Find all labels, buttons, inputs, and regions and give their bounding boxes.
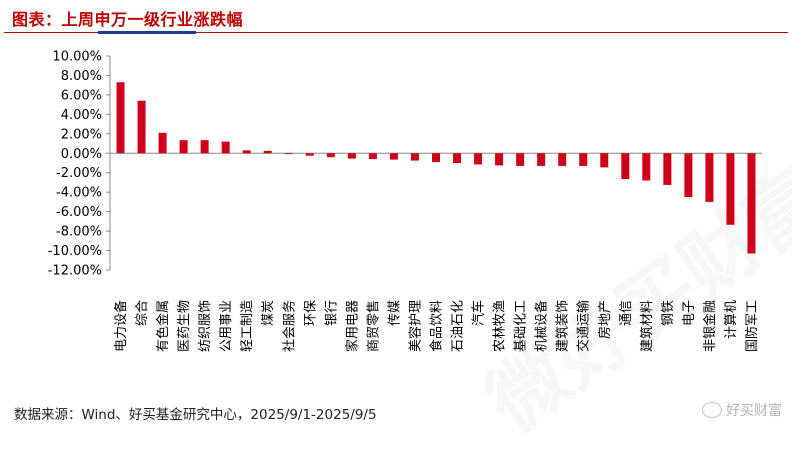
category-label: 社会服务 [281, 300, 297, 352]
category-label: 公用事业 [219, 300, 234, 352]
y-tick-label: -4.00% [56, 186, 102, 201]
bar [726, 153, 735, 225]
y-tick-label: -8.00% [56, 225, 102, 240]
category-label: 银行 [324, 300, 339, 326]
category-label: 电子 [682, 300, 697, 326]
bar [621, 153, 630, 180]
y-tick-label: -12.00% [48, 264, 102, 279]
bar [747, 153, 756, 254]
y-tick-label: -10.00% [48, 244, 102, 259]
bar [284, 153, 293, 155]
bar [558, 153, 567, 166]
data-source-note: 数据来源：Wind、好买基金研究中心，2025/9/1-2025/9/5 [14, 407, 377, 423]
bar [705, 153, 714, 202]
bar [368, 153, 377, 160]
bar [347, 153, 356, 159]
bar [179, 140, 188, 154]
y-tick-label: 8.00% [61, 69, 102, 84]
bar [116, 82, 125, 154]
y-tick-label: -6.00% [56, 205, 102, 220]
category-label: 电力设备 [113, 300, 129, 352]
y-tick-label: 6.00% [61, 88, 102, 103]
bar [221, 141, 230, 154]
bar [242, 150, 251, 154]
chart-header: 图表：上周申万一级行业涨跌幅 [4, 2, 788, 32]
title-underline [4, 32, 788, 33]
category-label: 农林牧渔 [493, 300, 508, 352]
bar [263, 150, 272, 154]
category-label: 钢铁 [661, 300, 676, 326]
category-label: 商贸零售 [365, 300, 381, 352]
category-label: 房地产 [597, 300, 613, 339]
watermark-badge-text: 好买财富 [726, 403, 782, 419]
category-label: 汽车 [471, 300, 487, 326]
category-label: 基础化工 [514, 300, 529, 352]
bar [453, 153, 462, 163]
category-label: 医药生物 [177, 300, 192, 352]
bar [200, 140, 209, 154]
bar [579, 153, 588, 166]
bar [684, 153, 693, 198]
weibo-icon [702, 402, 722, 418]
category-label: 机械设备 [534, 300, 550, 352]
category-label: 传媒 [387, 300, 402, 326]
category-label: 石油石化 [451, 300, 466, 352]
y-tick-label: 0.00% [61, 147, 102, 162]
category-label: 通信 [619, 300, 634, 326]
category-label: 环保 [303, 300, 318, 326]
y-tick-label: 4.00% [61, 108, 102, 123]
bar [137, 100, 146, 154]
title-accent-bar [98, 31, 196, 34]
category-label: 国防军工 [744, 300, 760, 352]
category-label: 建筑装饰 [555, 300, 571, 352]
bar [305, 153, 314, 156]
bar [410, 153, 419, 161]
bar [389, 153, 398, 160]
bar [642, 153, 651, 181]
bar [537, 153, 546, 166]
category-label: 建筑材料 [639, 300, 655, 352]
category-label: 非银金融 [702, 300, 718, 352]
category-label: 纺织服饰 [198, 300, 213, 352]
category-label: 食品饮料 [429, 300, 445, 352]
bar [158, 132, 167, 154]
bar [474, 153, 483, 165]
category-label: 交通运输 [576, 300, 592, 352]
category-label: 家用电器 [344, 300, 360, 352]
bar [516, 153, 525, 166]
category-label: 美容护理 [407, 300, 423, 352]
bar [663, 153, 672, 185]
category-label: 煤炭 [261, 300, 276, 326]
category-label: 轻工制造 [240, 300, 255, 352]
y-tick-label: 10.00% [52, 50, 102, 65]
bar [326, 153, 335, 158]
chart-title: 图表：上周申万一级行业涨跌幅 [12, 10, 244, 29]
category-label: 综合 [135, 300, 150, 326]
bar [600, 153, 609, 168]
y-tick-label: 2.00% [61, 127, 102, 142]
category-label: 有色金属 [155, 300, 171, 352]
chart-area: -12.00% -10.00% -8.00% -6.00% -4.00% -2.00% 0.… [0, 40, 792, 400]
watermark-badge: 好买财富 [702, 400, 782, 420]
bar [495, 153, 504, 166]
category-label: 计算机 [724, 300, 739, 339]
bar-chart: -12.00% -10.00% -8.00% -6.00% -4.00% -2.00% 0.… [48, 50, 762, 352]
bar [432, 153, 440, 163]
y-tick-label: -2.00% [56, 166, 102, 181]
